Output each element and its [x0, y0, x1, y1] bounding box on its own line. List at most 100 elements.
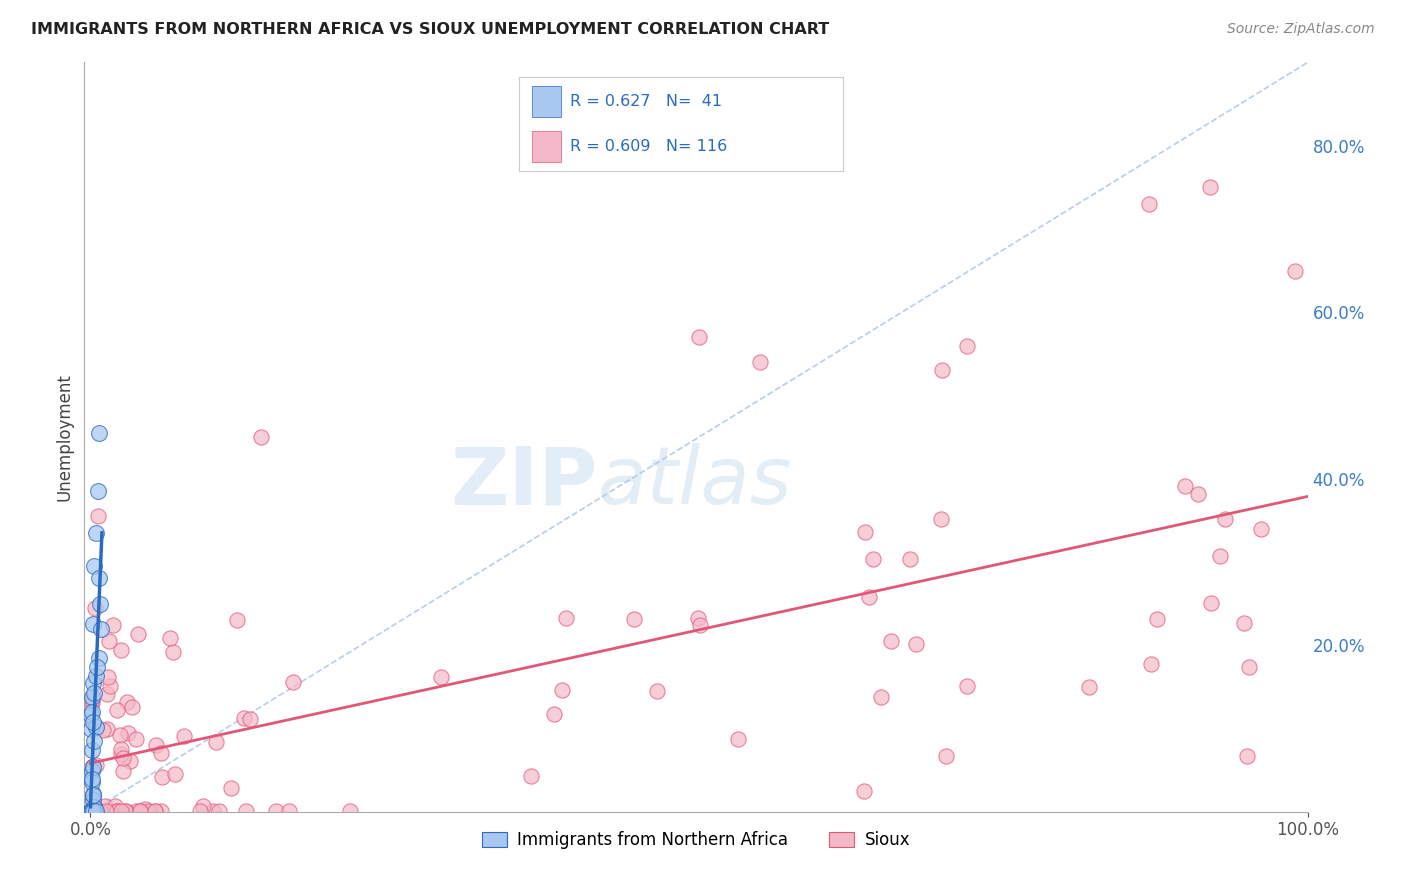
Point	[554, 611, 576, 625]
Point	[551, 683, 574, 698]
Point	[89, 597, 111, 611]
Point	[143, 804, 166, 818]
Point	[96, 804, 118, 818]
Point	[82, 804, 104, 818]
Point	[688, 330, 710, 344]
Point	[162, 645, 184, 659]
Point	[127, 627, 149, 641]
Point	[1078, 680, 1101, 694]
Point	[727, 732, 749, 747]
Point	[80, 804, 103, 818]
Point	[82, 804, 104, 818]
Point	[82, 760, 104, 774]
Point	[956, 338, 979, 352]
Point	[89, 804, 111, 818]
Point	[862, 552, 884, 566]
Point	[105, 804, 128, 818]
Point	[134, 802, 156, 816]
Point	[173, 729, 195, 743]
Point	[138, 804, 160, 818]
Point	[853, 784, 876, 798]
Point	[1233, 615, 1256, 630]
Point	[108, 728, 131, 742]
Point	[1187, 487, 1209, 501]
Point	[82, 758, 104, 772]
Point	[110, 804, 132, 818]
Point	[689, 617, 711, 632]
Point	[86, 669, 108, 683]
Point	[82, 742, 104, 756]
Point	[82, 804, 104, 818]
Text: ZIP: ZIP	[451, 443, 598, 521]
Point	[80, 804, 103, 818]
Point	[1199, 596, 1222, 610]
Point	[281, 674, 304, 689]
Point	[86, 508, 108, 523]
Point	[89, 651, 111, 665]
Point	[80, 690, 103, 704]
Point	[105, 804, 128, 818]
Point	[879, 634, 901, 648]
Point	[201, 804, 224, 818]
Point	[82, 676, 104, 690]
Point	[115, 804, 138, 818]
Point	[1137, 197, 1160, 211]
Point	[82, 788, 104, 802]
Point	[86, 660, 108, 674]
Point	[83, 800, 105, 814]
Point	[79, 804, 101, 818]
Point	[80, 804, 103, 818]
Point	[1250, 522, 1272, 536]
Text: IMMIGRANTS FROM NORTHERN AFRICA VS SIOUX UNEMPLOYMENT CORRELATION CHART: IMMIGRANTS FROM NORTHERN AFRICA VS SIOUX…	[31, 22, 830, 37]
Point	[125, 804, 148, 818]
Point	[239, 712, 262, 726]
Point	[150, 770, 173, 784]
Point	[143, 804, 166, 818]
Point	[929, 512, 952, 526]
Point	[543, 706, 565, 721]
Point	[87, 484, 110, 499]
Point	[225, 614, 247, 628]
Point	[688, 610, 710, 624]
Point	[191, 798, 214, 813]
Point	[645, 683, 668, 698]
Point	[90, 623, 112, 637]
Point	[86, 757, 108, 772]
Point	[520, 769, 543, 783]
Point	[83, 804, 105, 818]
Point	[935, 748, 957, 763]
Point	[1236, 748, 1258, 763]
Point	[80, 692, 103, 706]
Point	[235, 804, 257, 818]
Point	[89, 572, 111, 586]
Point	[111, 764, 134, 778]
Point	[79, 804, 101, 818]
Point	[83, 559, 105, 574]
Point	[232, 711, 254, 725]
Point	[80, 796, 103, 810]
Point	[82, 696, 104, 710]
Point	[82, 804, 104, 818]
Point	[114, 804, 136, 818]
Text: Source: ZipAtlas.com: Source: ZipAtlas.com	[1227, 22, 1375, 37]
Text: atlas: atlas	[598, 443, 793, 521]
Point	[97, 634, 120, 648]
Point	[98, 679, 121, 693]
Point	[165, 767, 187, 781]
Point	[145, 739, 167, 753]
Point	[339, 804, 361, 818]
Point	[87, 804, 110, 818]
Point	[1140, 657, 1163, 671]
Point	[204, 735, 226, 749]
Point	[110, 742, 132, 756]
Point	[188, 804, 211, 818]
Point	[110, 747, 132, 761]
Point	[80, 772, 103, 786]
Legend: Immigrants from Northern Africa, Sioux: Immigrants from Northern Africa, Sioux	[475, 824, 917, 855]
Point	[623, 612, 645, 626]
Point	[91, 723, 114, 737]
Point	[1199, 180, 1222, 194]
Y-axis label: Unemployment: Unemployment	[55, 373, 73, 501]
Point	[80, 708, 103, 723]
Point	[82, 804, 104, 818]
